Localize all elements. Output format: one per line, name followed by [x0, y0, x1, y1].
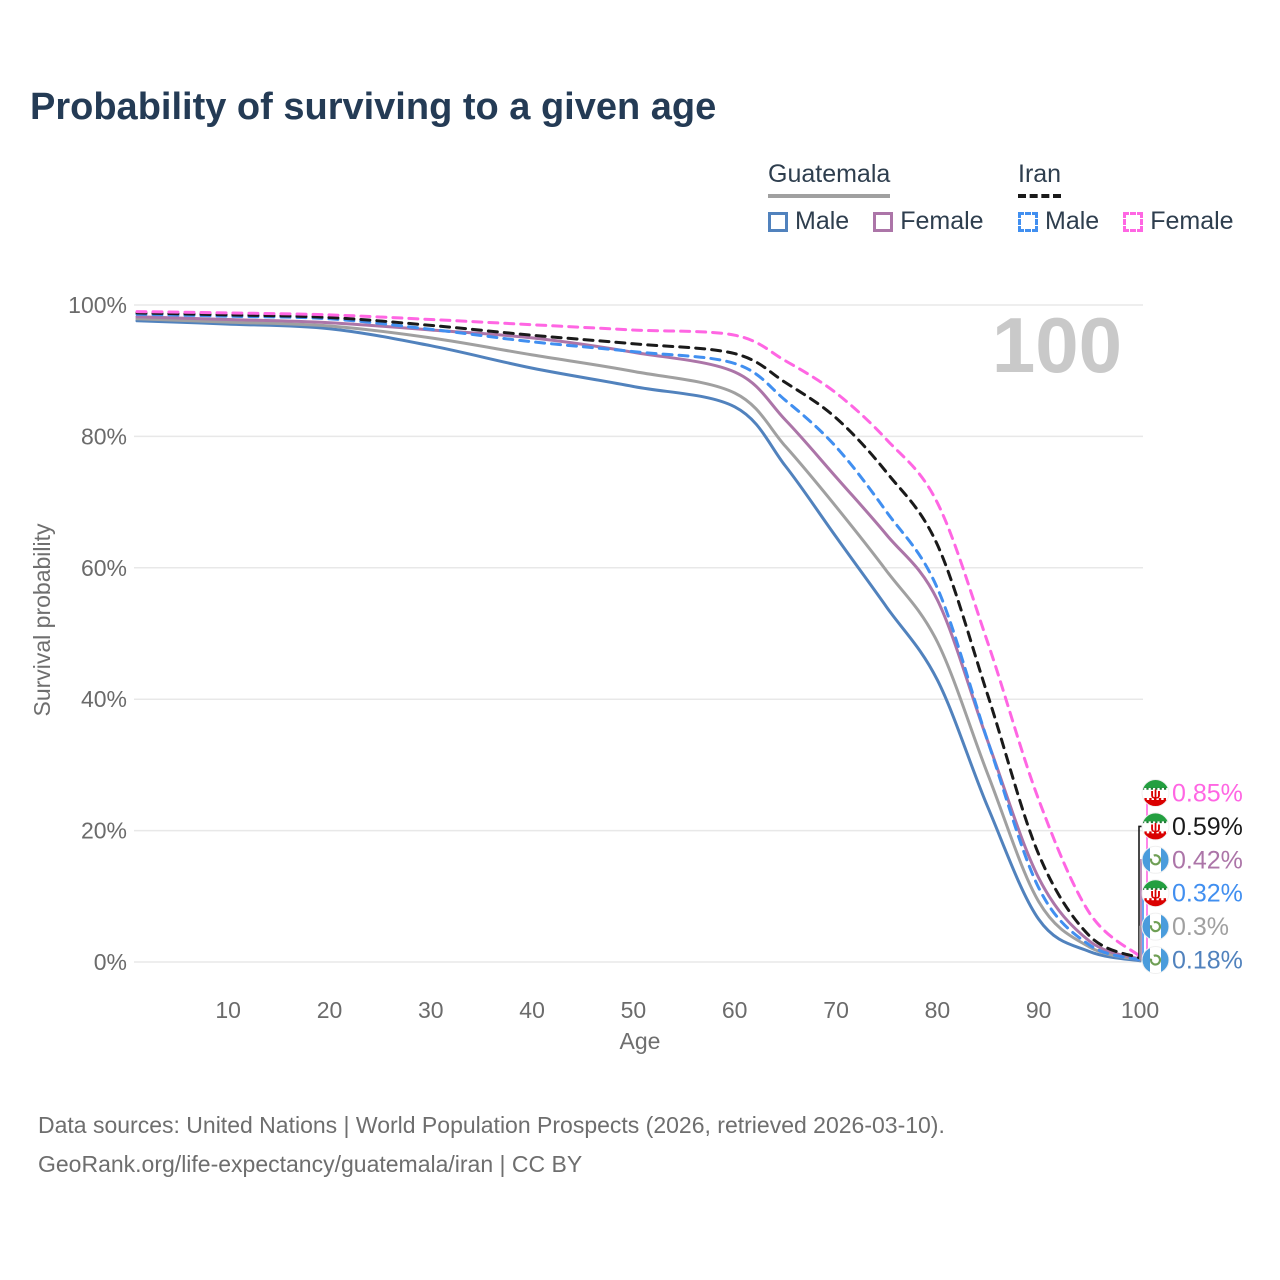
x-axis-ticks: 10 20 30 40 50 60 70 80 90 100 — [215, 997, 1159, 1023]
iran-male-swatch-icon — [1018, 211, 1038, 232]
y-tick-label: 100% — [68, 292, 127, 318]
end-label-03: 0.3% — [1139, 912, 1229, 960]
y-axis-title: Survival probability — [29, 523, 55, 717]
svg-text:ψ: ψ — [1150, 886, 1161, 902]
iran-flag-icon: ψ — [1141, 779, 1170, 807]
end-label-value: 0.3% — [1172, 913, 1229, 941]
end-label-value: 0.18% — [1172, 947, 1243, 975]
x-tick-label: 60 — [722, 997, 748, 1023]
footer-sources: Data sources: United Nations | World Pop… — [38, 1112, 945, 1138]
iran-flag-icon: ψ — [1141, 812, 1170, 841]
legend-item-guatemala-female[interactable]: Female — [873, 207, 984, 236]
iran-female-swatch-icon — [1123, 211, 1144, 232]
gridlines — [134, 304, 1143, 963]
legend-item-label: Male — [795, 207, 850, 235]
y-tick-label: 60% — [81, 555, 127, 581]
guatemala-flag-icon — [1141, 946, 1170, 974]
y-axis-ticks: 0% 20% 40% 60% 80% 100% — [68, 292, 127, 975]
curve-guatemala-total — [135, 317, 1142, 962]
curve-iran-total — [135, 311, 1142, 960]
x-axis-title: Age — [620, 1028, 661, 1054]
legend-item-label: Female — [1150, 207, 1234, 235]
footer: Data sources: United Nations | World Pop… — [38, 1106, 945, 1184]
legend-group-iran: Iran Male Female — [1018, 160, 1234, 236]
x-tick-label: 40 — [519, 997, 545, 1023]
x-tick-label: 80 — [925, 997, 951, 1023]
y-tick-label: 20% — [81, 818, 127, 844]
end-value-labels: ψ 0.85% ψ 0.59% 0.42% ψ 0.32% 0.3% 0.18% — [1138, 779, 1243, 975]
end-label-032: ψ 0.32% — [1141, 879, 1243, 960]
legend-item-label: Female — [900, 207, 984, 235]
leader-line — [1138, 825, 1142, 959]
svg-text:ψ: ψ — [1150, 819, 1161, 835]
svg-text:ψ: ψ — [1150, 786, 1161, 802]
end-label-085: ψ 0.85% — [1141, 779, 1243, 957]
leader-line — [1139, 925, 1142, 960]
x-tick-label: 50 — [621, 997, 647, 1023]
curve-guatemala-female — [135, 315, 1142, 961]
legend-item-guatemala-male[interactable]: Male — [768, 207, 849, 236]
legend-item-iran-male[interactable]: Male — [1018, 207, 1099, 236]
iran-flag-icon: ψ — [1141, 879, 1170, 908]
watermark-age-100: 100 — [992, 301, 1122, 389]
guatemala-flag-icon — [1141, 912, 1170, 941]
legend-country-iran[interactable]: Iran — [1018, 160, 1062, 198]
footer-link: GeoRank.org/life-expectancy/guatemala/ir… — [38, 1151, 583, 1177]
page-title: Probability of surviving to a given age — [30, 86, 717, 128]
end-label-value: 0.32% — [1172, 880, 1243, 908]
curve-iran-female — [135, 310, 1142, 958]
y-tick-label: 80% — [81, 423, 127, 449]
x-tick-label: 10 — [215, 997, 241, 1023]
y-tick-label: 40% — [81, 686, 127, 712]
series-curves — [135, 310, 1142, 963]
x-tick-label: 70 — [823, 997, 849, 1023]
x-tick-label: 90 — [1026, 997, 1052, 1023]
end-label-value: 0.59% — [1172, 813, 1243, 841]
guatemala-male-swatch-icon — [768, 211, 788, 232]
legend-item-label: Male — [1045, 207, 1100, 235]
legend-item-iran-female[interactable]: Female — [1123, 207, 1234, 236]
curve-iran-male — [135, 312, 1142, 962]
end-label-059: ψ 0.59% — [1138, 812, 1243, 959]
end-label-018: 0.18% — [1141, 946, 1243, 975]
guatemala-female-swatch-icon — [873, 211, 894, 232]
guatemala-flag-icon — [1141, 845, 1170, 874]
end-label-value: 0.85% — [1172, 780, 1243, 808]
x-tick-label: 20 — [317, 997, 343, 1023]
end-label-value: 0.42% — [1172, 846, 1243, 874]
x-tick-label: 30 — [418, 997, 444, 1023]
y-tick-label: 0% — [94, 949, 127, 975]
leader-line — [1140, 859, 1142, 960]
legend-group-guatemala: Guatemala Male Female — [768, 160, 984, 236]
curve-guatemala-male — [135, 319, 1142, 963]
x-tick-label: 100 — [1121, 997, 1159, 1023]
legend-country-guatemala[interactable]: Guatemala — [768, 160, 891, 198]
